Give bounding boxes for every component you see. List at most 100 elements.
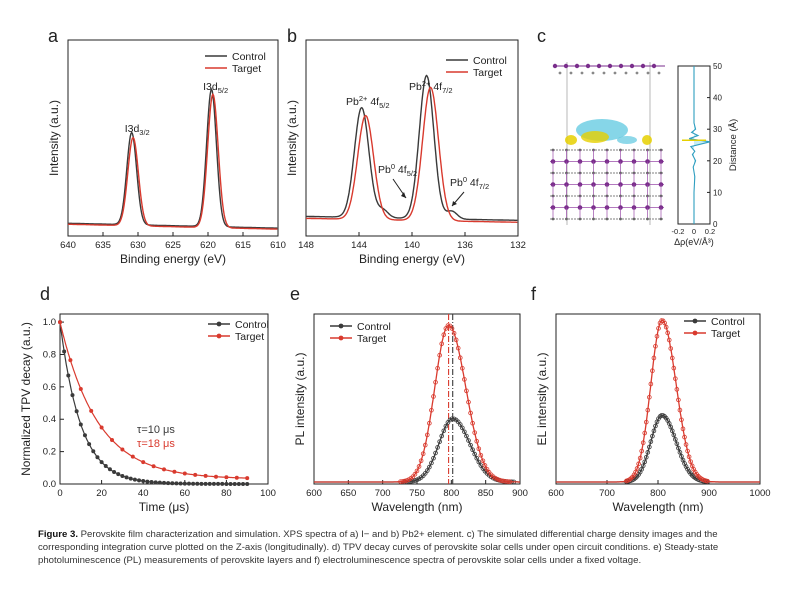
y-tick-label-d: 0.6 — [43, 382, 56, 393]
marker-target-e — [505, 479, 510, 484]
marker-control-f — [650, 433, 655, 439]
marker-control-d — [74, 409, 79, 414]
x-axis-label-a: Binding energy (eV) — [120, 252, 226, 266]
atom-c — [635, 71, 639, 75]
marker-target-f — [663, 324, 669, 330]
x-tick-label-a: 630 — [130, 240, 146, 251]
marker-target-d — [203, 473, 208, 478]
charge-depletion-right — [617, 136, 637, 144]
series-control-a — [68, 87, 278, 229]
marker-control-f — [659, 413, 664, 418]
marker-target-e — [474, 438, 480, 444]
marker-control-d — [195, 481, 200, 486]
marker-target-e — [400, 479, 405, 484]
marker-target-f — [685, 448, 690, 454]
marker-control-d — [245, 481, 250, 486]
x-axis-label-f: Wavelength (nm) — [613, 500, 704, 514]
marker-control-d — [103, 464, 108, 469]
marker-control-d — [153, 480, 158, 485]
panel-label-e: e — [290, 284, 300, 304]
marker-target-e — [439, 341, 445, 347]
marker-target-f — [633, 469, 638, 475]
marker-target-e — [422, 442, 428, 448]
marker-target-f — [643, 419, 649, 425]
marker-target-e — [464, 388, 469, 394]
marker-target-f — [680, 426, 686, 432]
legend-label-target: Target — [235, 331, 264, 343]
marker-control-f — [669, 428, 675, 434]
profile-fill — [689, 66, 710, 224]
y-axis-label-b: Intensity (a.u.) — [285, 100, 299, 176]
marker-control-d — [82, 433, 87, 438]
legend-label-control: Control — [232, 51, 266, 63]
marker-control-d — [137, 478, 142, 483]
marker-target-e — [441, 332, 447, 338]
atom-pb — [618, 63, 624, 69]
y-tick-label-c: 30 — [713, 125, 722, 134]
marker-control-f — [651, 428, 657, 434]
marker-target-d — [234, 475, 239, 480]
marker-control-d — [157, 480, 162, 485]
marker-control-d — [70, 393, 75, 398]
marker-control-e — [472, 451, 477, 457]
series-target-e — [314, 324, 520, 483]
marker-control-d — [132, 477, 137, 482]
series-target-a — [67, 92, 278, 230]
marker-control-d — [191, 481, 196, 486]
lattice-atom — [646, 217, 649, 221]
y-tick-label-d: 0.8 — [43, 349, 56, 360]
marker-target-d — [68, 358, 73, 363]
marker-control-d — [170, 481, 175, 486]
series-control-f — [556, 414, 760, 483]
y-axis-label-a: Intensity (a.u.) — [47, 100, 61, 176]
marker-target-e — [414, 468, 420, 474]
lattice-atom — [578, 217, 582, 221]
y-tick-label-d: 0.4 — [43, 414, 56, 425]
marker-target-f — [654, 333, 660, 339]
marker-target-f — [651, 355, 657, 361]
marker-target-e — [402, 478, 407, 484]
atom-pb — [651, 63, 657, 69]
marker-target-e — [499, 478, 504, 483]
x-tick-label-f: 800 — [650, 488, 666, 499]
marker-control-e — [433, 450, 438, 456]
x-tick-label-e: 600 — [306, 488, 322, 499]
marker-target-e — [453, 337, 459, 343]
marker-target-d — [99, 425, 104, 430]
y-tick-label-c: 20 — [713, 157, 722, 166]
atom-pb — [574, 63, 580, 69]
marker-target-e — [435, 365, 440, 371]
marker-target-f — [636, 461, 641, 467]
marker-target-e — [497, 477, 502, 483]
marker-target-e — [451, 330, 457, 336]
legend-label-control: Control — [473, 55, 507, 67]
lattice-atom — [632, 217, 636, 221]
marker-target-e — [507, 479, 513, 485]
marker-target-e — [433, 379, 438, 385]
marker-control-f — [642, 459, 648, 465]
annotation-pb0-4f52: Pb0 4f5/2 — [378, 162, 417, 178]
marker-control-d — [95, 455, 100, 460]
x-tick-label-e: 750 — [409, 488, 425, 499]
y-tick-label-d: 1.0 — [43, 317, 56, 328]
series-target-f — [556, 319, 760, 483]
x-tick-label-b: 144 — [351, 240, 367, 251]
y-tick-label-d: 0.2 — [43, 447, 56, 458]
panel-label-b: b — [287, 26, 297, 46]
x-tick-label-f: 900 — [701, 488, 717, 499]
arrowhead-pb0-4f72 — [452, 201, 457, 206]
atom-pb — [585, 63, 591, 69]
x-tick-label-a: 620 — [200, 240, 216, 251]
annotation-pb0-4f72: Pb0 4f7/2 — [450, 175, 489, 191]
y-tick-label-c: 10 — [713, 188, 722, 197]
marker-target-f — [683, 442, 689, 447]
marker-control-e — [429, 460, 434, 466]
x-axis-label-b: Binding energy (eV) — [359, 252, 465, 266]
marker-target-e — [466, 399, 471, 405]
annotation-tau-target: τ=18 μs — [137, 438, 175, 450]
marker-target-e — [424, 432, 430, 438]
marker-control-d — [145, 479, 150, 484]
arrowhead-pb0-4f52 — [401, 192, 406, 198]
marker-target-f — [647, 394, 652, 400]
marker-control-d — [120, 473, 125, 478]
